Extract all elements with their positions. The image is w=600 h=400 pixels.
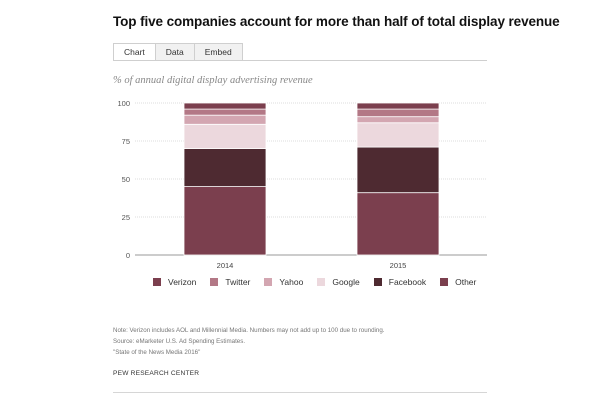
legend-label: Other — [455, 277, 477, 287]
y-tick-label: 0 — [126, 251, 130, 260]
bar-segment-other-2014 — [183, 186, 267, 256]
view-tabs: Chart Data Embed — [113, 43, 243, 61]
org-credit: PEW RESEARCH CENTER — [113, 370, 200, 377]
legend-label: Yahoo — [279, 277, 304, 287]
legend-swatch — [317, 278, 326, 286]
legend-item-yahoo: Yahoo — [264, 277, 303, 287]
footer-divider — [113, 392, 487, 393]
legend-label: Facebook — [388, 277, 427, 287]
legend-item-facebook: Facebook — [373, 277, 427, 287]
source-text: Source: eMarketer U.S. Ad Spending Estim… — [113, 338, 246, 345]
legend-item-google: Google — [317, 277, 360, 287]
bar-segment-facebook-2014 — [183, 148, 267, 188]
chart-legend: Verizon Twitter Yahoo Google Facebook Other — [153, 277, 490, 287]
x-tick-label: 2015 — [390, 261, 407, 270]
bar-segment-yahoo-2014 — [183, 114, 267, 125]
legend-swatch — [153, 278, 161, 286]
legend-swatch — [210, 278, 219, 286]
y-tick-label: 75 — [122, 137, 130, 146]
bar-segment-facebook-2015 — [356, 146, 440, 194]
bar-segment-verizon-2015 — [356, 102, 440, 110]
legend-item-other: Other — [440, 277, 476, 287]
bar-segment-twitter-2014 — [183, 108, 267, 116]
x-tick-label: 2014 — [217, 261, 234, 270]
legend-swatch — [373, 278, 382, 286]
y-tick-label: 25 — [122, 213, 130, 222]
bar-segment-google-2014 — [183, 123, 267, 149]
bar-segment-twitter-2015 — [356, 108, 440, 118]
legend-item-verizon: Verizon — [153, 277, 196, 287]
bar-segment-yahoo-2015 — [356, 116, 440, 124]
bar-segment-other-2015 — [356, 192, 440, 256]
chart-title: Top five companies account for more than… — [113, 14, 560, 29]
y-tick-label: 100 — [117, 99, 130, 108]
note-text: Note: Verizon includes AOL and Millennia… — [113, 327, 385, 334]
report-text: "State of the News Media 2016" — [113, 349, 201, 356]
chart-subtitle: % of annual digital display advertising … — [113, 75, 313, 86]
legend-swatch — [440, 278, 449, 286]
bar-segment-verizon-2014 — [183, 102, 267, 110]
legend-label: Twitter — [225, 277, 251, 287]
legend-label: Verizon — [168, 277, 197, 287]
y-tick-label: 50 — [122, 175, 130, 184]
legend-swatch — [264, 278, 273, 286]
legend-item-twitter: Twitter — [210, 277, 250, 287]
chart-notes: Note: Verizon includes AOL and Millennia… — [113, 325, 385, 358]
bar-segment-google-2015 — [356, 122, 440, 148]
tab-divider — [113, 60, 487, 61]
legend-label: Google — [332, 277, 360, 287]
